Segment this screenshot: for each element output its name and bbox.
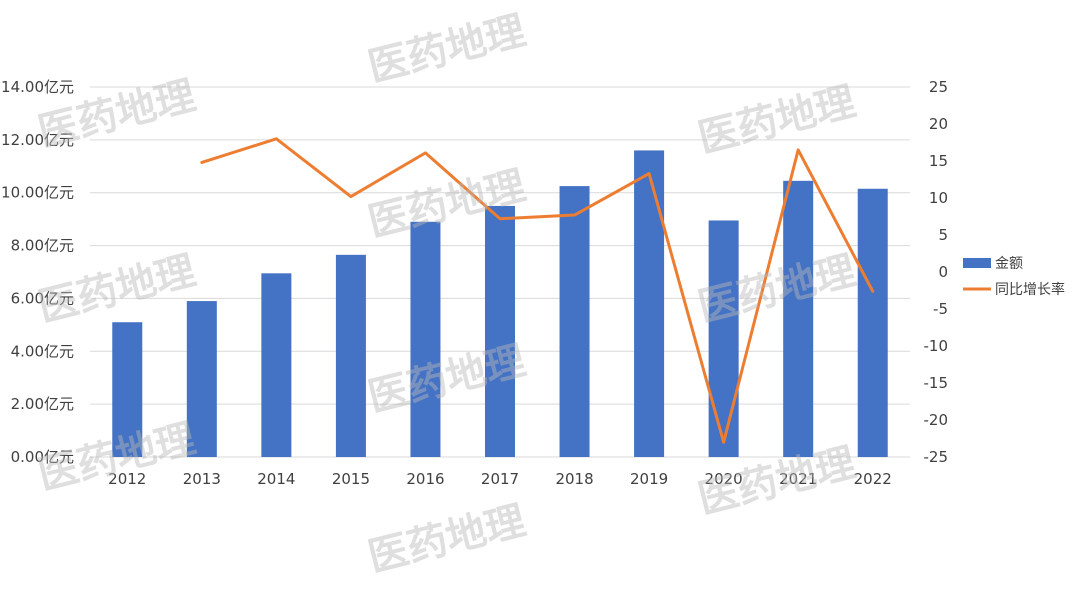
right-axis-ticks: -25 -20 -15 -10 -5 0 5 10 15 20 25	[924, 78, 949, 466]
watermark-text: 医药地理	[34, 248, 200, 331]
x-tick-label: 2014	[257, 470, 295, 488]
x-tick-label: 2022	[854, 470, 892, 488]
bar	[858, 189, 888, 457]
bar	[560, 186, 590, 457]
legend-label-amount: 金额	[995, 256, 1023, 272]
x-tick-label: 2015	[332, 470, 370, 488]
watermark-text: 医药地理	[694, 79, 860, 162]
left-tick-label: 10.00亿元	[1, 184, 74, 202]
bar	[410, 222, 440, 457]
bar	[485, 206, 515, 457]
right-tick-label: -10	[924, 337, 949, 355]
bar	[709, 220, 739, 457]
watermarks: 医药地理医药地理医药地理医药地理医药地理医药地理医药地理医药地理医药地理医药地理	[34, 8, 860, 581]
x-tick-label: 2013	[183, 470, 221, 488]
right-tick-label: 0	[938, 263, 948, 281]
watermark-text: 医药地理	[364, 8, 530, 91]
legend-swatch-bar	[963, 258, 991, 268]
right-tick-label: 25	[929, 78, 948, 96]
right-tick-label: 15	[929, 152, 948, 170]
bar	[336, 255, 366, 457]
right-tick-label: -15	[924, 374, 949, 392]
left-tick-label: 2.00亿元	[11, 395, 74, 413]
x-tick-label: 2017	[481, 470, 519, 488]
bar	[261, 273, 291, 457]
left-tick-label: 8.00亿元	[11, 237, 74, 255]
x-tick-label: 2019	[630, 470, 668, 488]
watermark-text: 医药地理	[364, 498, 530, 581]
legend-label-growth: 同比增长率	[995, 281, 1065, 298]
right-tick-label: 20	[929, 115, 948, 133]
left-tick-label: 14.00亿元	[1, 78, 74, 96]
x-tick-label: 2016	[406, 470, 444, 488]
right-tick-label: 5	[938, 226, 948, 244]
right-tick-label: 10	[929, 189, 948, 207]
x-tick-label: 2018	[555, 470, 593, 488]
right-tick-label: -5	[933, 300, 948, 318]
bar	[783, 181, 813, 457]
right-tick-label: -20	[924, 411, 949, 429]
left-tick-label: 4.00亿元	[11, 342, 74, 360]
right-tick-label: -25	[924, 448, 949, 466]
bar	[634, 150, 664, 457]
